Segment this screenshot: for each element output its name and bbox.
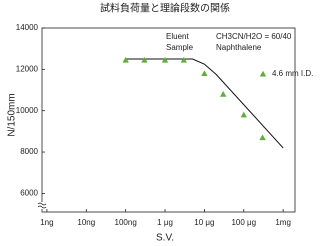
data-point <box>201 70 208 77</box>
y-tick-label: 8000 <box>20 147 38 156</box>
y-tick-label: 14000 <box>16 23 39 32</box>
fit-line <box>125 58 284 149</box>
annotation-key: Sample <box>166 43 194 52</box>
data-point <box>219 90 227 97</box>
legend-marker <box>259 70 267 77</box>
axis-break-gap <box>38 202 46 209</box>
data-point <box>180 56 188 63</box>
x-tick-label: 100 μg <box>231 218 256 227</box>
x-tick-label: 10ng <box>77 218 95 227</box>
y-tick-label: 10000 <box>16 106 39 115</box>
y-tick-label: 6000 <box>20 189 38 198</box>
data-point <box>141 56 148 63</box>
data-point <box>161 56 169 63</box>
y-axis-label: N/150mm <box>7 93 18 136</box>
x-tick-label: 1ng <box>40 218 53 227</box>
x-tick-label: 100ng <box>115 218 137 227</box>
legend-label: 4.6 mm I.D. <box>272 69 313 78</box>
x-tick-label: 1 μg <box>157 218 173 227</box>
plot-frame <box>41 27 296 213</box>
annotation-key: Eluent <box>166 32 189 41</box>
x-axis-label: S.V. <box>156 233 174 244</box>
annotation-value: CH3CN/H2O = 60/40 <box>216 32 292 41</box>
annotation-value: Naphthalene <box>216 43 262 52</box>
x-tick-label: 1mg <box>275 218 291 227</box>
axis-break <box>37 202 47 209</box>
data-point <box>122 56 129 63</box>
x-tick-label: 10 μg <box>194 218 214 227</box>
y-tick-label: 12000 <box>16 64 39 73</box>
data-point <box>259 134 266 141</box>
data-point <box>240 111 247 118</box>
chart-title: 試料負荷量と理論段数の関係 <box>100 2 230 15</box>
